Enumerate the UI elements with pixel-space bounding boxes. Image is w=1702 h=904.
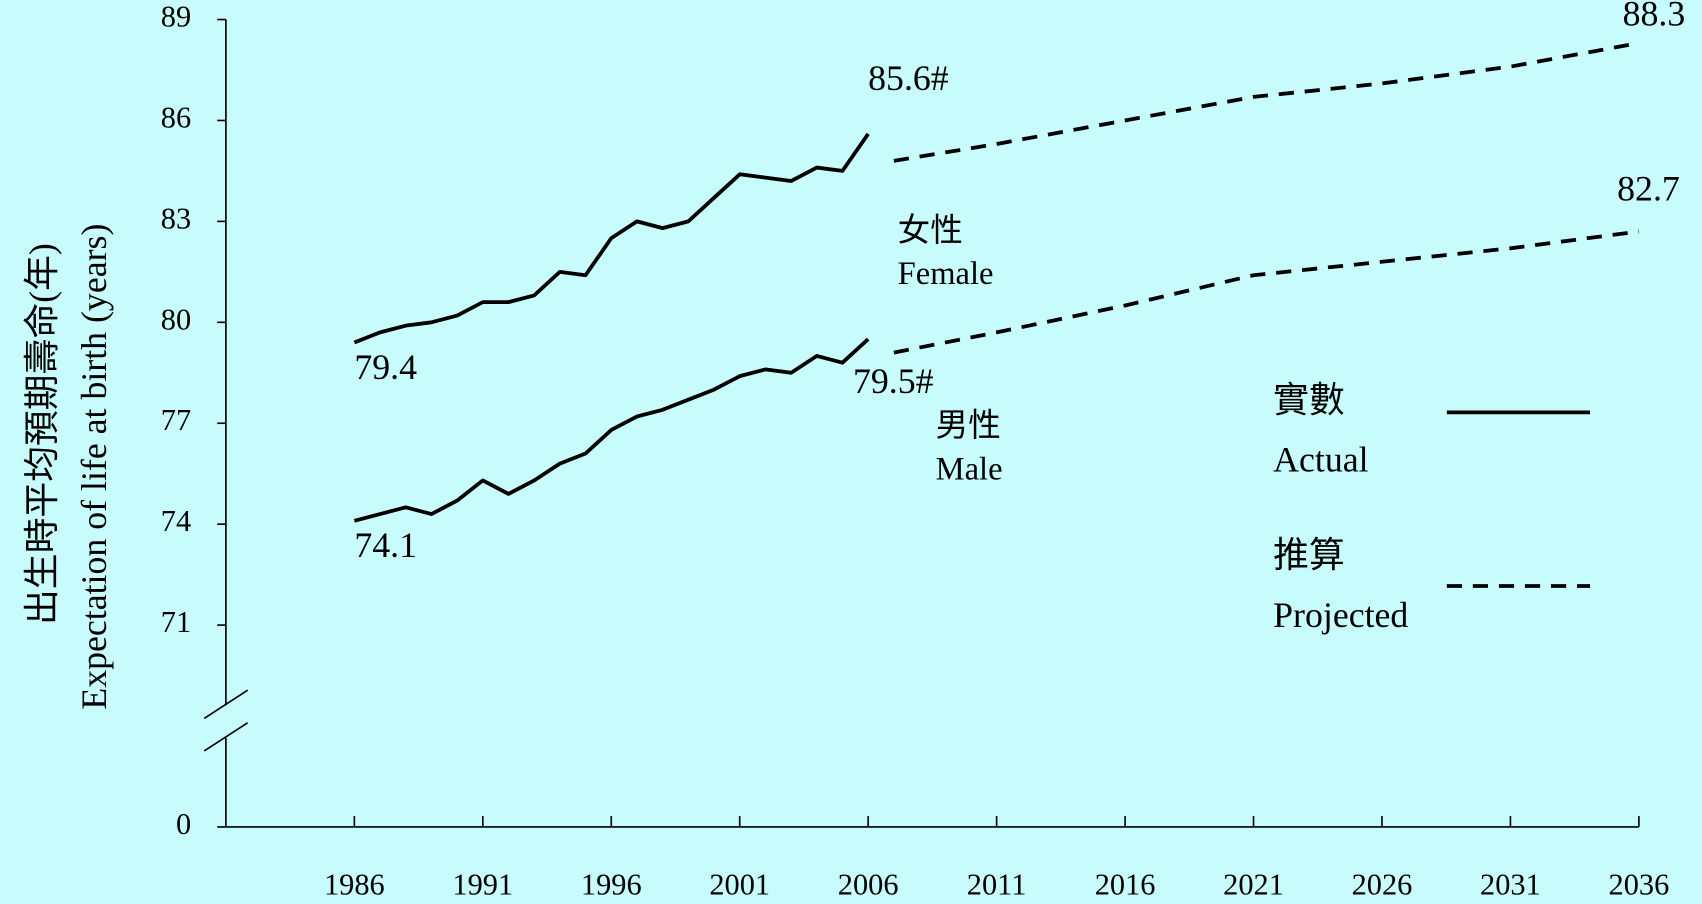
axis-break [203, 689, 249, 720]
axis-break [203, 722, 249, 752]
series-label: Female [898, 256, 994, 292]
x-tick-label: 2026 [1352, 868, 1413, 902]
legend-projected: Projected [1273, 595, 1408, 635]
y-tick-label: 71 [161, 605, 191, 639]
x-tick-label: 2031 [1480, 868, 1541, 902]
x-tick-label: 1986 [324, 868, 385, 902]
y-label-en: Expectation of life at birth (years) [74, 224, 114, 710]
y-tick-label: 80 [161, 302, 191, 336]
legend-actual-zh: 實數 [1273, 380, 1345, 420]
line-actual [353, 337, 870, 523]
series-label-zh: 女性 [898, 212, 963, 249]
x-tick-label: 2021 [1223, 868, 1284, 902]
series-label: Male [936, 452, 1003, 488]
legend-actual: Actual [1273, 440, 1368, 480]
legend-projected-zh: 推算 [1273, 535, 1345, 575]
y-label-zh: 出生時平均預期壽命(年) [22, 243, 62, 625]
x-tick-label: 2016 [1095, 868, 1156, 902]
y-tick-label: 83 [161, 201, 191, 235]
y-tick-label: 89 [161, 0, 191, 34]
y-tick-label: 0 [176, 807, 191, 841]
line-actual [353, 132, 870, 345]
data-label: 79.5# [853, 361, 934, 401]
y-tick-label: 74 [161, 504, 191, 538]
data-label: 82.7 [1617, 169, 1680, 209]
x-tick-label: 2036 [1609, 868, 1670, 902]
y-tick-label: 77 [161, 403, 191, 437]
x-tick-label: 2006 [838, 868, 899, 902]
x-tick-label: 1996 [581, 868, 642, 902]
series-label-zh: 男性 [936, 407, 1001, 444]
data-label: 74.1 [354, 525, 417, 565]
y-tick-label: 86 [161, 100, 191, 134]
x-tick-label: 2011 [967, 868, 1027, 902]
data-label: 88.3 [1623, 0, 1686, 33]
x-tick-label: 1991 [452, 868, 513, 902]
line-projected [893, 229, 1640, 355]
data-label: 79.4 [354, 347, 417, 387]
x-tick-label: 2001 [709, 868, 770, 902]
line-projected [893, 41, 1640, 163]
data-label: 85.6# [868, 58, 949, 98]
